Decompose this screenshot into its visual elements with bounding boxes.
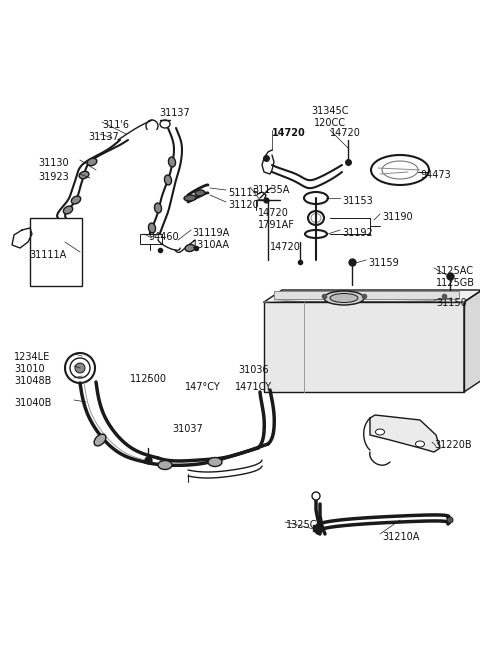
Ellipse shape (79, 171, 89, 179)
Text: 1125GB: 1125GB (436, 278, 475, 288)
Ellipse shape (158, 461, 172, 470)
Ellipse shape (208, 457, 222, 466)
Bar (140, 234, 162, 244)
Ellipse shape (308, 211, 324, 225)
Text: 31120: 31120 (228, 200, 259, 210)
Ellipse shape (416, 441, 424, 447)
Ellipse shape (311, 214, 321, 223)
Text: 1125AC: 1125AC (436, 266, 474, 276)
Ellipse shape (70, 358, 90, 378)
Ellipse shape (65, 353, 95, 383)
Ellipse shape (304, 192, 328, 204)
Text: 31192: 31192 (342, 228, 373, 238)
Text: 14720: 14720 (272, 128, 306, 138)
Text: 14720: 14720 (270, 242, 301, 252)
Text: 31119A: 31119A (192, 228, 229, 238)
Ellipse shape (330, 294, 358, 302)
Text: 31135A: 31135A (252, 185, 289, 195)
Ellipse shape (447, 517, 453, 523)
Polygon shape (264, 302, 464, 392)
Text: 14720: 14720 (330, 128, 361, 138)
Text: 31111A: 31111A (29, 250, 67, 260)
Text: 311'6: 311'6 (102, 120, 129, 130)
Ellipse shape (195, 190, 205, 196)
Text: 94460: 94460 (148, 232, 179, 242)
Text: 31190: 31190 (382, 212, 413, 222)
Ellipse shape (155, 203, 162, 213)
Ellipse shape (87, 158, 97, 166)
Ellipse shape (168, 157, 176, 167)
Polygon shape (370, 415, 440, 452)
Ellipse shape (185, 244, 195, 252)
Text: 31040B: 31040B (14, 398, 51, 408)
Text: 14720: 14720 (258, 208, 289, 218)
Ellipse shape (160, 120, 170, 128)
Polygon shape (464, 290, 480, 392)
Text: 112500: 112500 (130, 374, 167, 384)
Text: 31037: 31037 (173, 424, 204, 434)
Ellipse shape (94, 434, 106, 446)
Text: 147°CY: 147°CY (185, 382, 221, 392)
Text: 31210A: 31210A (382, 532, 420, 542)
Text: 1791AF: 1791AF (258, 220, 295, 230)
Text: 31150: 31150 (436, 298, 467, 308)
Text: 31345C: 31345C (311, 106, 349, 116)
Text: 31159: 31159 (368, 258, 399, 268)
Ellipse shape (312, 492, 320, 500)
Ellipse shape (148, 223, 156, 233)
Bar (274, 291, 459, 299)
Text: 31220B: 31220B (434, 440, 472, 450)
Text: 31923: 31923 (38, 172, 69, 182)
Text: 31137: 31137 (160, 108, 191, 118)
Ellipse shape (72, 196, 81, 204)
Ellipse shape (75, 363, 85, 373)
Text: 1234LE: 1234LE (14, 352, 50, 362)
Text: 31137: 31137 (88, 132, 119, 142)
Text: 1310AA: 1310AA (192, 240, 230, 250)
Ellipse shape (375, 429, 384, 435)
Polygon shape (264, 290, 480, 302)
Text: 1471CY: 1471CY (235, 382, 272, 392)
Text: 120CC: 120CC (314, 118, 346, 128)
Ellipse shape (305, 230, 327, 238)
Text: 31010: 31010 (14, 364, 45, 374)
Text: 31130: 31130 (38, 158, 69, 168)
Ellipse shape (184, 195, 196, 201)
Text: 31153: 31153 (342, 196, 373, 206)
Text: 31036: 31036 (238, 365, 269, 375)
Bar (30, 218, 82, 286)
Ellipse shape (63, 206, 72, 214)
Ellipse shape (324, 291, 364, 305)
Text: 94473: 94473 (420, 170, 451, 180)
Text: 31048B: 31048B (14, 376, 51, 386)
Ellipse shape (165, 175, 171, 185)
Ellipse shape (371, 155, 429, 185)
Text: 1325CA: 1325CA (286, 520, 324, 530)
Ellipse shape (382, 161, 418, 179)
Text: 51115: 51115 (228, 188, 259, 198)
